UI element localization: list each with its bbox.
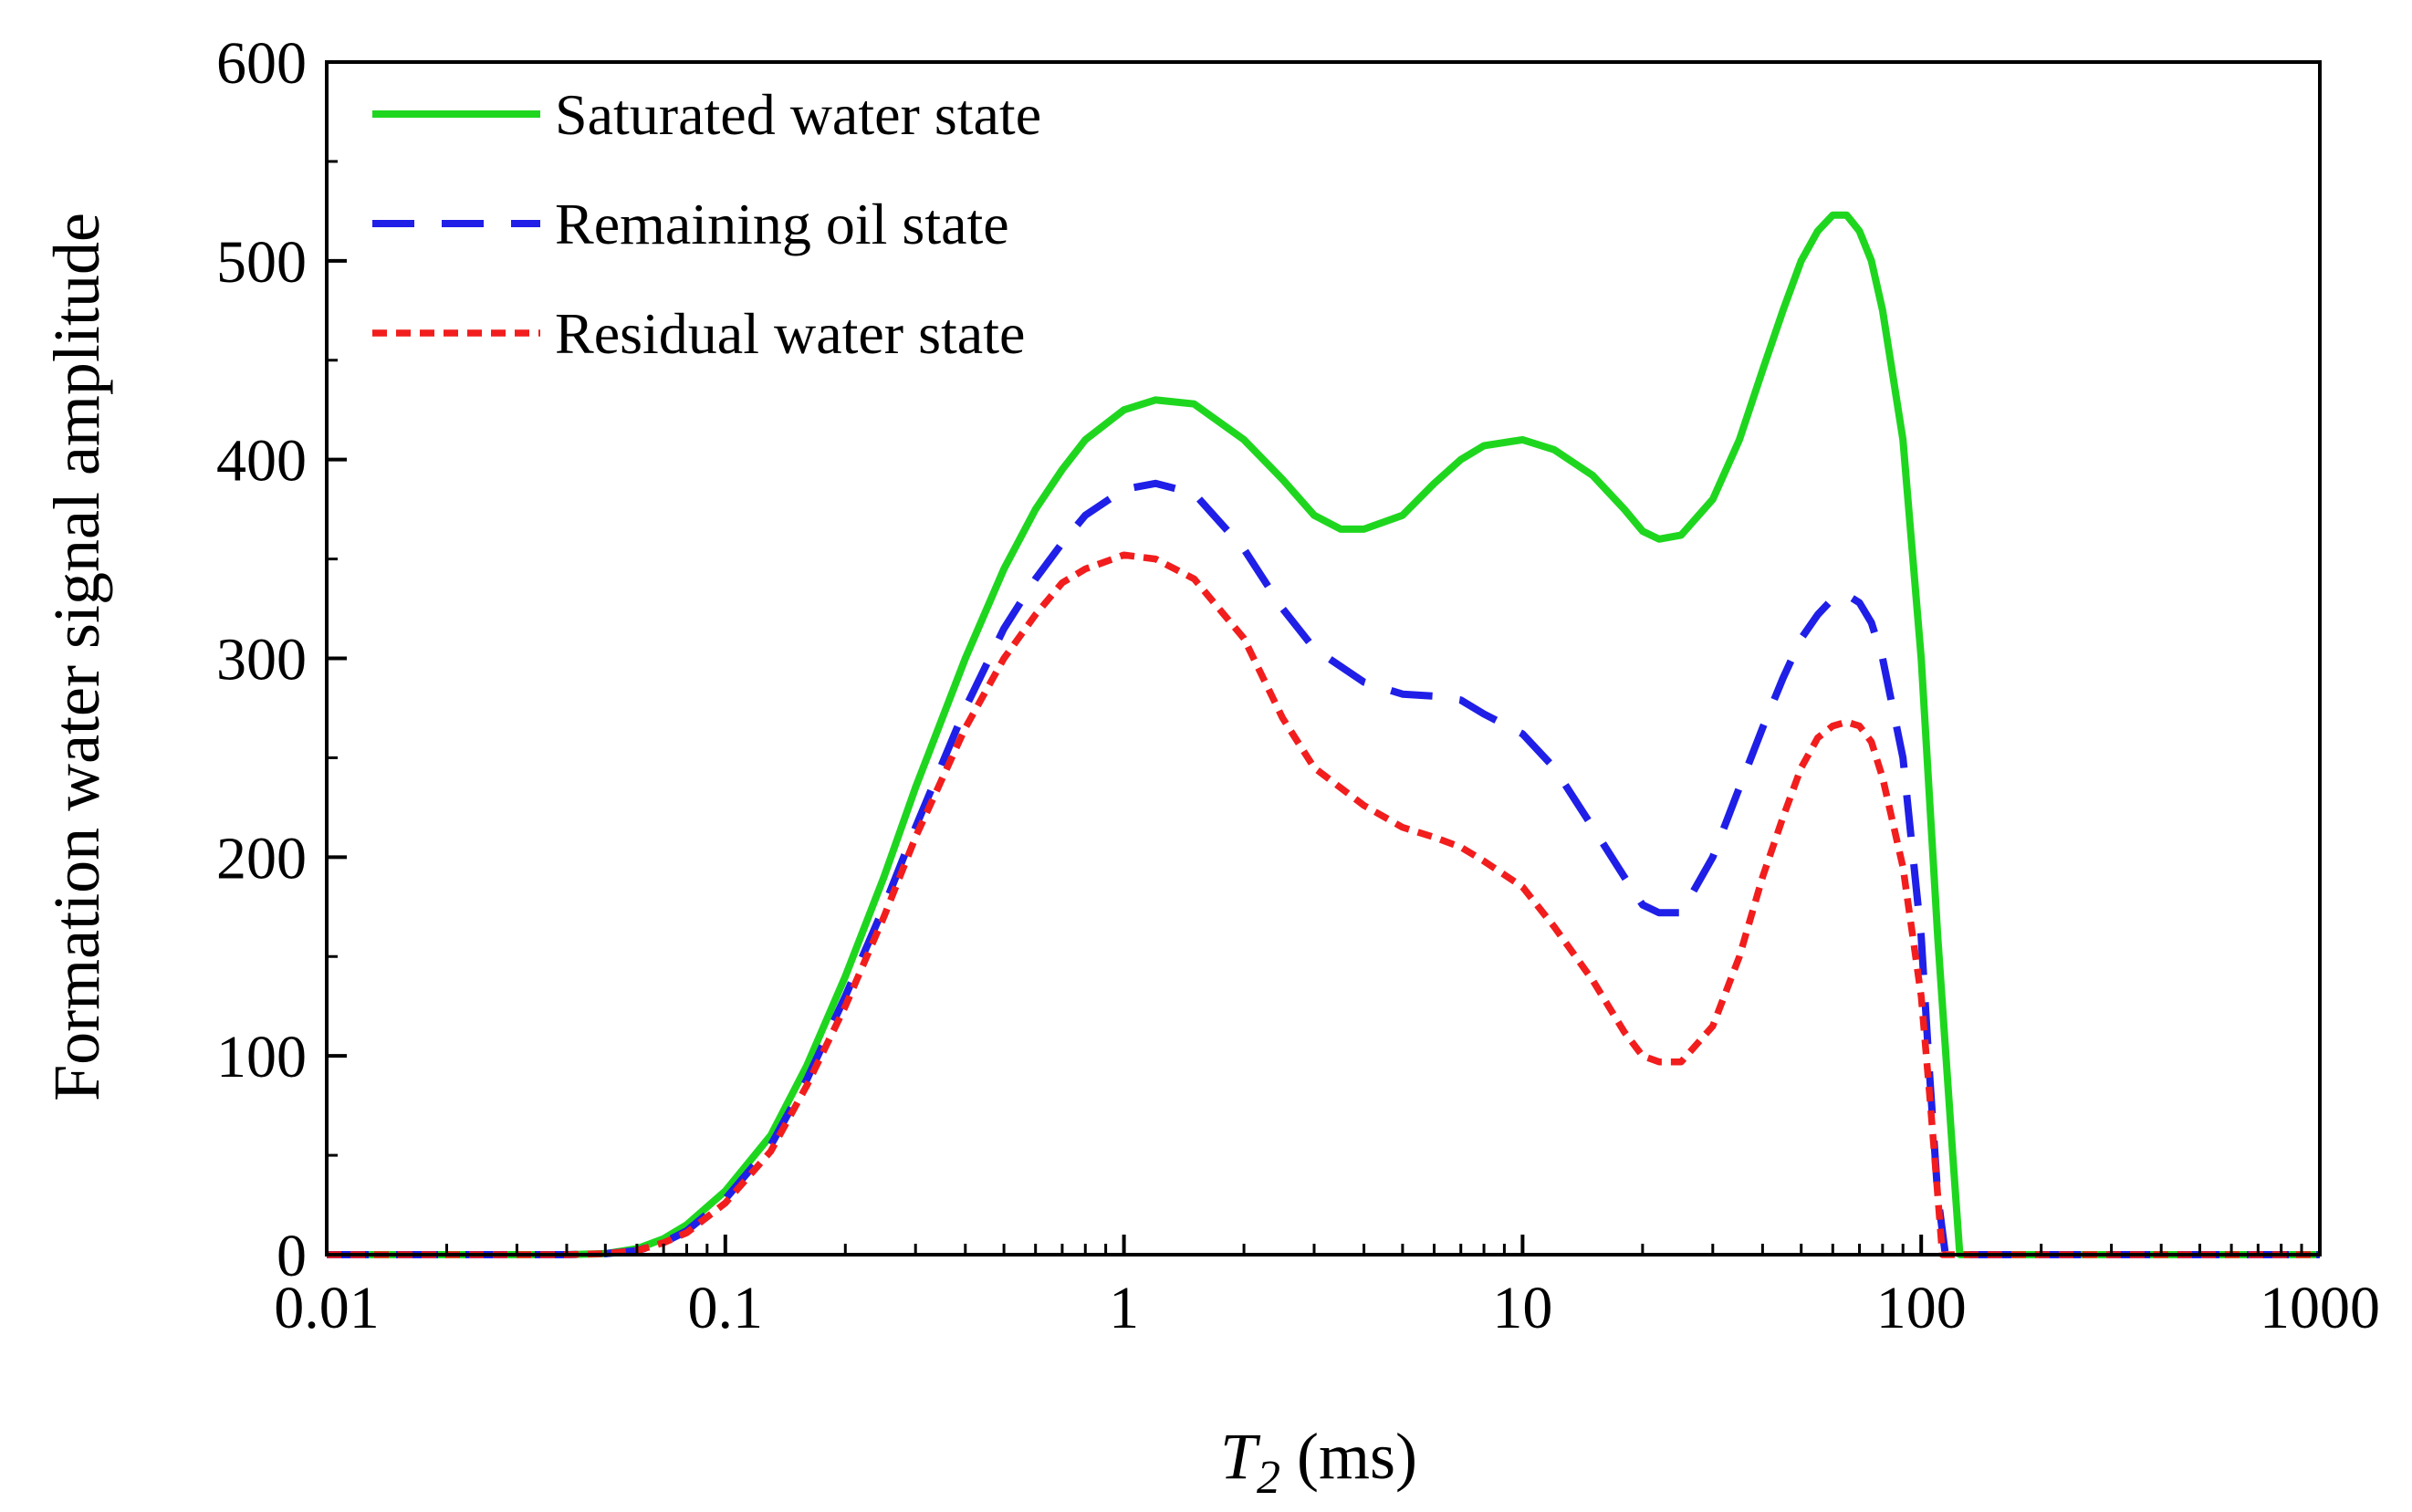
y-axis-title: Formation water signal amplitude — [40, 213, 113, 1101]
x-axis-symbol: T — [1220, 1420, 1261, 1493]
x-axis-unit: (ms) — [1280, 1420, 1417, 1493]
y-tick-label: 200 — [216, 825, 307, 892]
y-tick-label: 100 — [216, 1024, 307, 1090]
legend: Saturated water state Remaining oil state… — [372, 82, 1041, 366]
x-axis-title: T2 (ms) — [1220, 1420, 1417, 1504]
x-tick-label: 0.01 — [274, 1275, 380, 1341]
y-tick-label: 0 — [277, 1223, 307, 1289]
x-tick-label: 100 — [1876, 1275, 1967, 1341]
y-tick-label: 300 — [216, 627, 307, 693]
y-tick-label: 500 — [216, 229, 307, 296]
x-tick-label: 1 — [1109, 1275, 1139, 1341]
x-tick-label: 10 — [1492, 1275, 1552, 1341]
y-tick-label: 600 — [216, 30, 307, 97]
x-axis-subscript: 2 — [1257, 1452, 1280, 1504]
x-tick-label: 0.1 — [688, 1275, 764, 1341]
tick-layer: 0.01 0.1 1 10 100 1000 0 100 200 300 400 500 600 — [216, 30, 2380, 1341]
series-line-2 — [327, 479, 2320, 1258]
series-line-3 — [327, 551, 2320, 1258]
series-line-1 — [327, 211, 2320, 1258]
series-layer — [327, 211, 2320, 1258]
x-tick-label: 1000 — [2260, 1275, 2380, 1341]
legend-label-3: Residual water state — [555, 301, 1025, 366]
legend-label-2: Remaining oil state — [555, 192, 1009, 256]
legend-label-1: Saturated water state — [555, 82, 1041, 147]
y-tick-label: 400 — [216, 428, 307, 495]
